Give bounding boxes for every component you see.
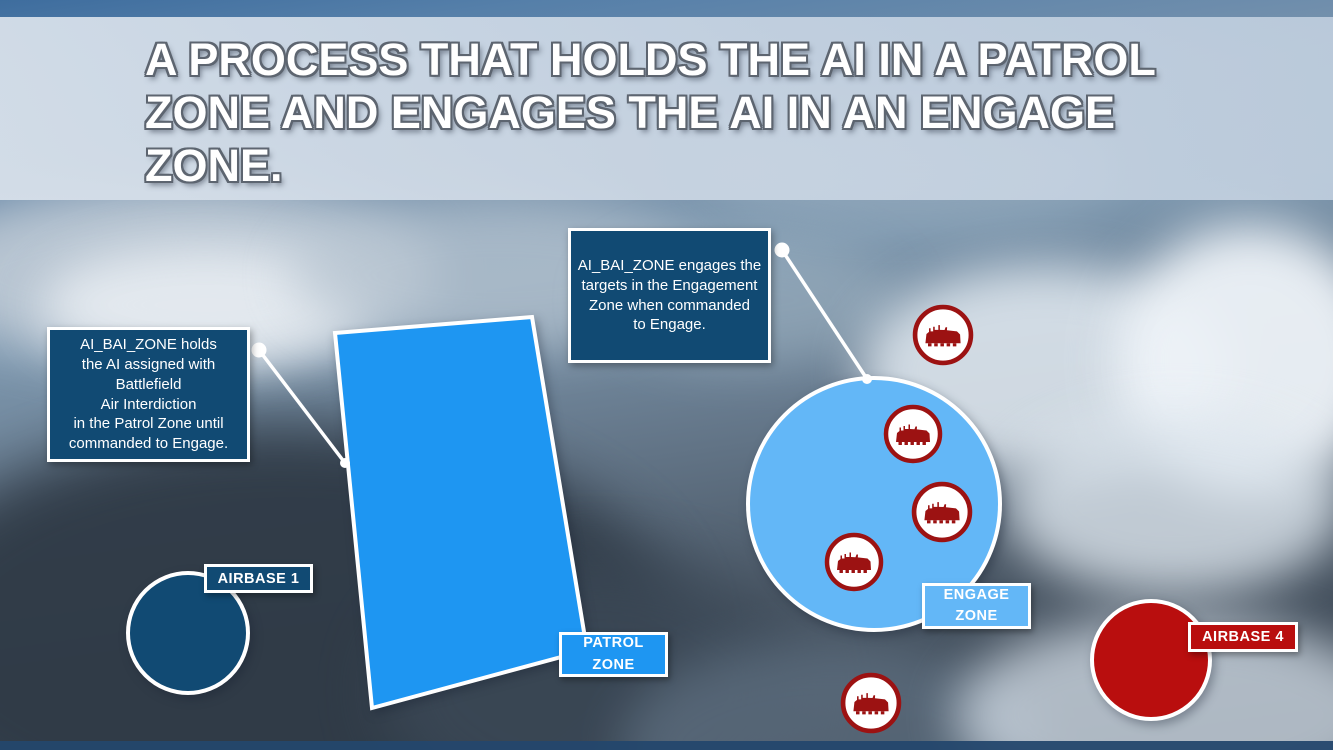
engage-callout-box: AI_BAI_ZONE engages the targets in the E… — [568, 228, 771, 363]
airbase-1-label: AIRBASE 1 — [204, 564, 313, 593]
airbase-1-circle — [126, 571, 250, 695]
tank-icon — [915, 307, 971, 363]
patrol-callout-box: AI_BAI_ZONE holds the AI assigned with B… — [47, 327, 250, 462]
engage-anchor-dot — [862, 374, 872, 384]
callout-connectors — [251, 242, 872, 468]
target-marker — [886, 407, 940, 461]
target-marker — [827, 535, 881, 589]
patrol-callout-dot — [251, 342, 267, 358]
cloud-blob — [1005, 415, 1333, 595]
engage-zone-label: ENGAGE ZONE — [922, 583, 1031, 629]
airbase-4-circle — [1090, 599, 1212, 721]
tank-icon — [886, 407, 940, 461]
airbase-4-label: AIRBASE 4 — [1188, 622, 1298, 652]
engage-callout-line — [780, 249, 869, 380]
patrol-anchor-dot — [340, 458, 350, 468]
patrol-callout-line — [257, 348, 347, 465]
tank-icon — [843, 675, 899, 731]
slide-title: A PROCESS THAT HOLDS THE AI IN A PATROL … — [145, 34, 1156, 192]
title-band — [0, 17, 1333, 200]
tank-icon — [827, 535, 881, 589]
target-marker — [915, 307, 971, 363]
patrol-zone-shape — [332, 314, 590, 711]
target-marker — [843, 675, 899, 731]
tank-icon — [914, 484, 970, 540]
patrol-zone-label: PATROL ZONE — [559, 632, 668, 677]
engage-callout-dot — [774, 242, 790, 258]
bottom-sky-strip — [0, 741, 1333, 750]
target-marker — [914, 484, 970, 540]
